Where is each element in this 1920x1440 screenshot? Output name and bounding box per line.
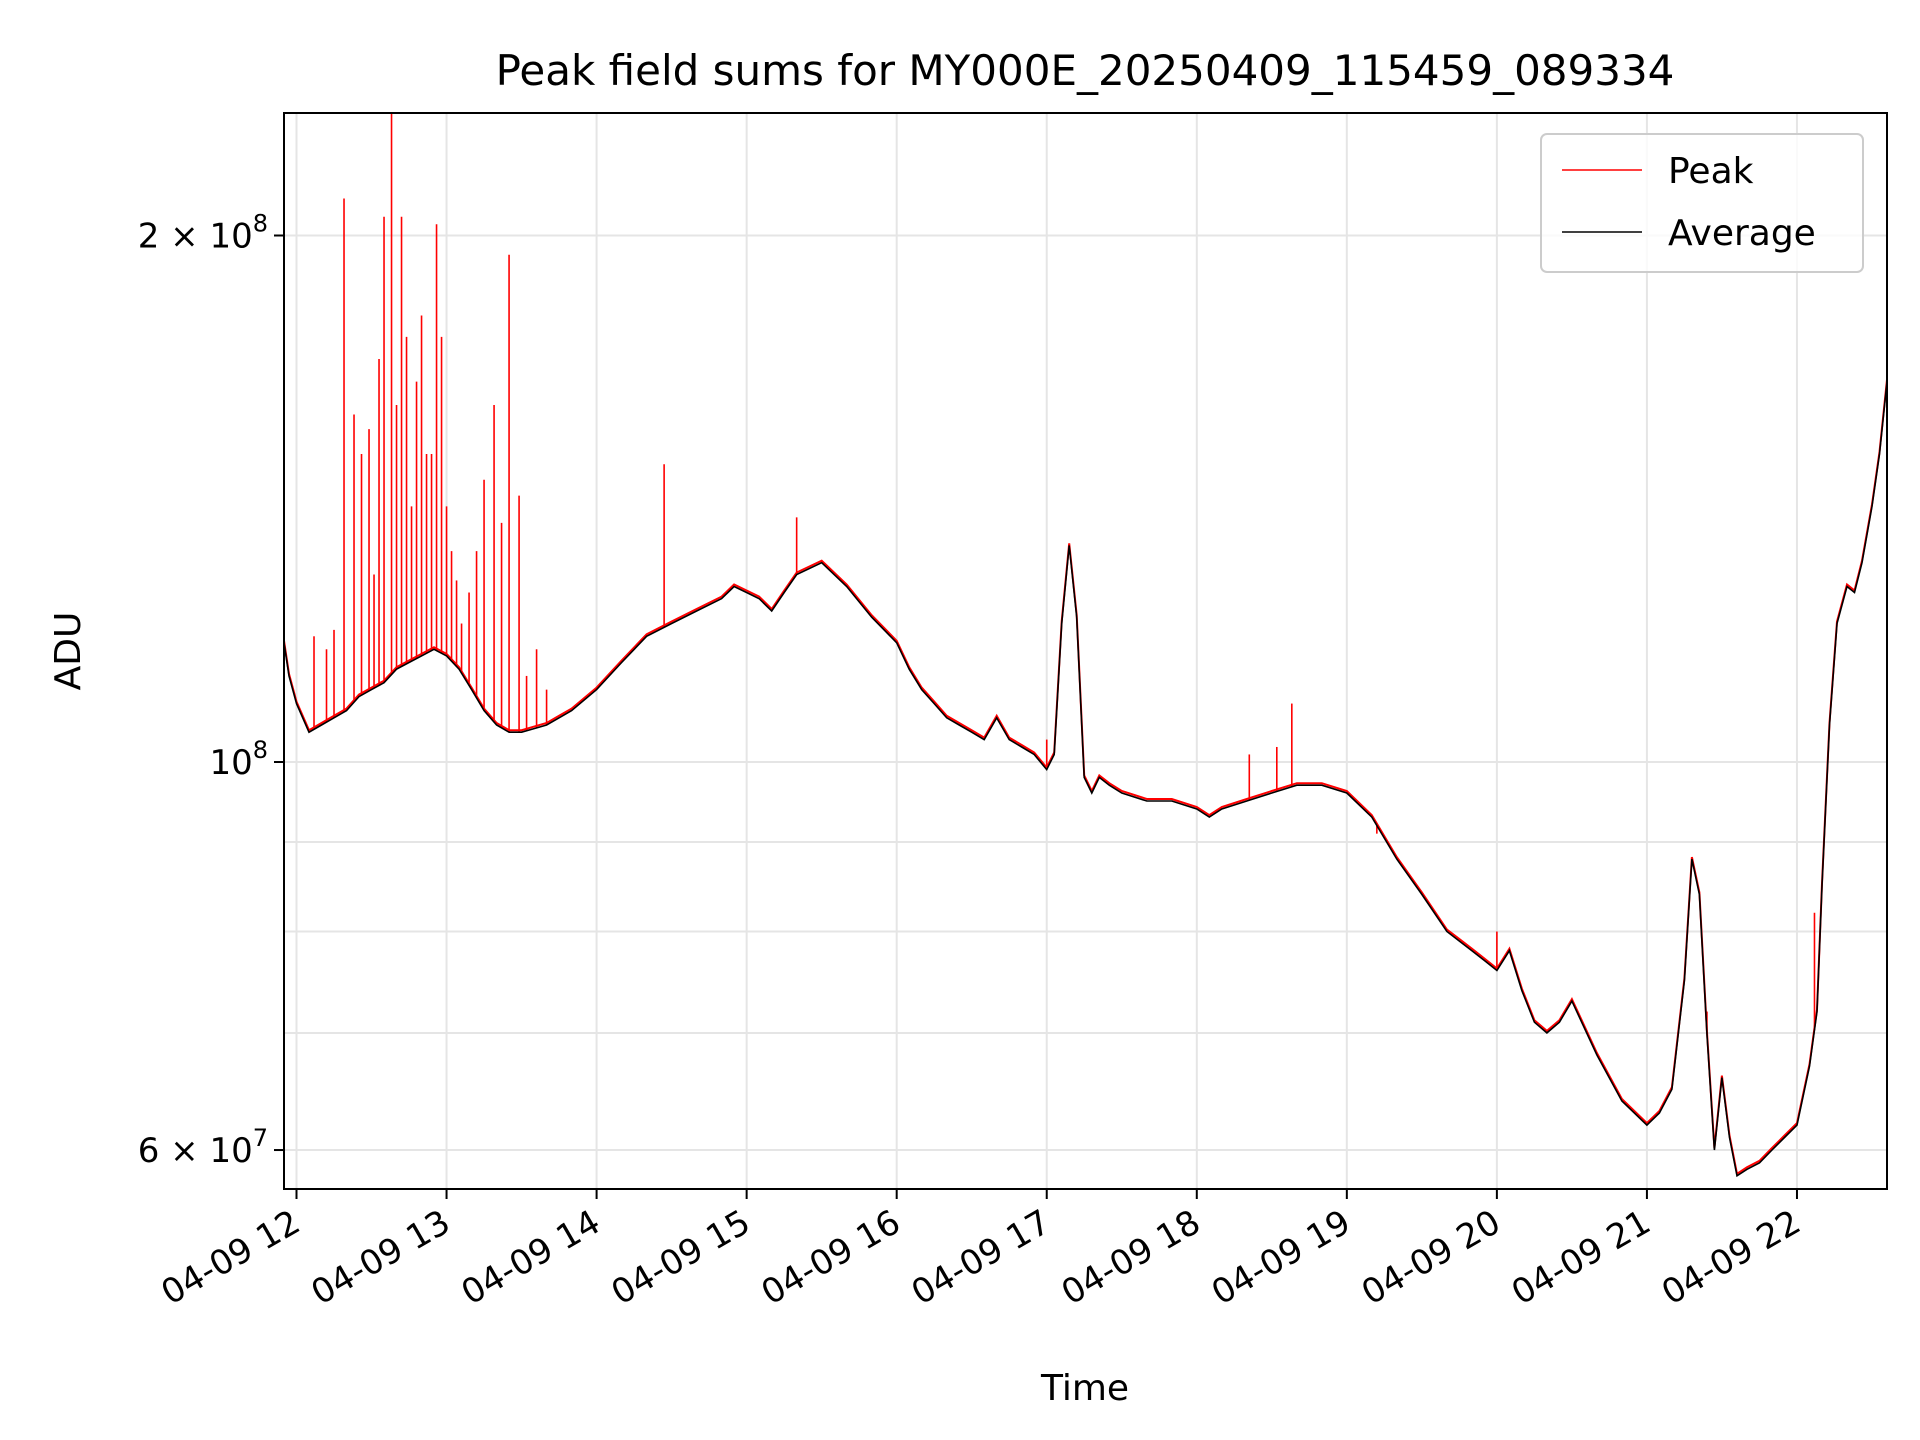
x-axis-label: Time	[1040, 1368, 1129, 1409]
average-line	[283, 381, 1888, 1178]
legend-box	[1540, 133, 1864, 273]
y-tick-label: 108	[209, 736, 268, 783]
y-axis-label: ADU	[48, 612, 89, 691]
x-tick-label: 04-09 13	[305, 1202, 457, 1313]
plot-area-frame	[283, 112, 1888, 1190]
x-tick-label: 04-09 20	[1355, 1202, 1507, 1313]
peak-series	[283, 113, 1888, 1176]
x-tick-label: 04-09 18	[1055, 1202, 1207, 1313]
x-tick-label: 04-09 21	[1505, 1202, 1657, 1313]
grid	[284, 113, 1887, 1189]
x-tick-label: 04-09 15	[605, 1202, 757, 1313]
x-tick-label: 04-09 16	[755, 1202, 907, 1313]
y-axis-ticks: 2 × 108 108 6 × 107	[138, 209, 284, 1171]
y-tick-label: 2 × 108	[138, 209, 268, 256]
x-tick-label: 04-09 19	[1205, 1202, 1357, 1313]
x-tick-label: 04-09 14	[455, 1202, 607, 1313]
legend-average-label: Average	[1668, 213, 1816, 254]
legend-peak-label: Peak	[1668, 151, 1754, 192]
y-tick-label: 6 × 107	[138, 1124, 268, 1171]
legend: Peak Average	[1540, 133, 1864, 273]
x-tick-label: 04-09 17	[905, 1202, 1057, 1313]
x-tick-label: 04-09 12	[155, 1202, 307, 1313]
x-tick-label: 04-09 22	[1655, 1202, 1807, 1313]
chart-title: Peak field sums for MY000E_20250409_1154…	[496, 46, 1675, 95]
average-series	[283, 381, 1888, 1178]
